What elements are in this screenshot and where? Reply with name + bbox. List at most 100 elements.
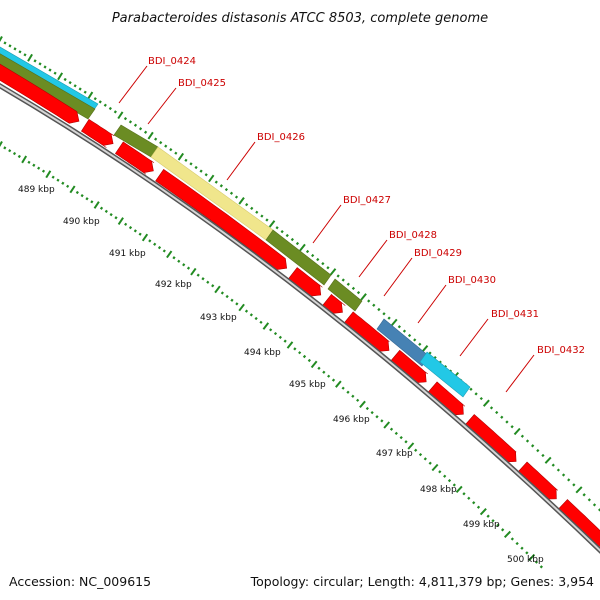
- outer-scale-minor-dot: [505, 420, 509, 424]
- inner-scale-major-tick: [238, 303, 245, 312]
- inner-scale-minor-dot: [278, 335, 282, 339]
- inner-scale-minor-dot: [438, 470, 442, 474]
- gene-label-BDI_0429[interactable]: BDI_0429: [414, 248, 462, 259]
- outer-scale-minor-dot: [469, 387, 473, 391]
- outer-scale-minor-dot: [495, 410, 499, 415]
- inner-scale-major-tick: [383, 421, 391, 429]
- gene-label-BDI_0427[interactable]: BDI_0427: [343, 195, 391, 206]
- gene-label-BDI_0425[interactable]: BDI_0425: [178, 78, 226, 89]
- outer-scale-minor-dot: [138, 127, 143, 131]
- outer-scale-minor-dot: [351, 286, 356, 291]
- outer-scale-minor-dot: [397, 325, 401, 329]
- inner-scale-minor-dot: [61, 181, 65, 185]
- outer-scale-major-tick: [360, 293, 367, 301]
- outer-scale-minor-dot: [174, 151, 178, 155]
- cds-arrow-4: [155, 168, 288, 270]
- feature-track: [0, 46, 471, 398]
- inner-scale-minor-dot: [17, 154, 21, 159]
- inner-scale-minor-dot: [249, 313, 253, 317]
- inner-scale-minor-dot: [322, 370, 326, 374]
- inner-scale-major-tick: [286, 341, 294, 349]
- leader-line-0426: [226, 141, 256, 181]
- outer-scale-minor-dot: [295, 241, 300, 246]
- gene-feature-cyan-2: [419, 351, 471, 398]
- inner-scale-minor-dot: [365, 406, 369, 411]
- inner-scale-major-tick: [335, 380, 342, 388]
- inner-scale-minor-dot: [370, 410, 374, 415]
- inner-scale-minor-dot: [341, 386, 345, 390]
- outer-scale-major-tick: [513, 427, 521, 436]
- outer-scale-minor-dot: [53, 71, 57, 75]
- inner-scale-minor-dot: [317, 366, 321, 370]
- outer-scale-minor-dot: [377, 307, 381, 312]
- gene-label-BDI_0428[interactable]: BDI_0428: [389, 230, 437, 241]
- inner-scale-minor-dot: [380, 419, 384, 423]
- leader-line-0424: [118, 65, 148, 104]
- outer-scale-minor-dot: [592, 503, 597, 507]
- outer-scale-minor-dot: [520, 434, 525, 438]
- gene-label-BDI_0430[interactable]: BDI_0430: [448, 275, 496, 286]
- inner-scale-major-tick: [310, 360, 318, 369]
- outer-scale-major-tick: [544, 456, 552, 464]
- outer-scale-minor-dot: [214, 180, 218, 184]
- outer-scale-major-tick: [208, 174, 215, 183]
- outer-scale-minor-dot: [541, 453, 545, 458]
- inner-scale-minor-dot: [235, 302, 239, 306]
- outer-scale-minor-dot: [128, 120, 133, 124]
- outer-scale-minor-dot: [159, 140, 163, 145]
- inner-scale-minor-dot: [124, 222, 128, 226]
- inner-scale-major-tick: [166, 250, 173, 259]
- outer-scale-minor-dot: [285, 233, 289, 238]
- gene-feature-olive-1: [0, 53, 96, 120]
- outer-scale-minor-dot: [133, 123, 138, 127]
- inner-scale-minor-dot: [570, 595, 572, 597]
- outer-scale-minor-dot: [33, 59, 37, 63]
- outer-scale-minor-dot: [245, 202, 249, 207]
- inner-scale-minor-dot: [8, 149, 12, 153]
- inner-scale-minor-dot: [515, 541, 519, 546]
- tick-label-492: 492 kbp: [155, 280, 192, 290]
- outer-scale-minor-dot: [525, 439, 530, 443]
- outer-scale-minor-dot: [43, 65, 47, 69]
- outer-scale-minor-dot: [73, 84, 77, 88]
- outer-scale-minor-dot: [402, 329, 407, 333]
- inner-scale-minor-dot: [486, 514, 490, 518]
- cds-arrow-12: [557, 499, 600, 548]
- outer-scale-minor-dot: [3, 41, 7, 45]
- inner-scale-minor-dot: [211, 284, 215, 288]
- inner-scale-major-tick: [93, 201, 100, 209]
- inner-scale-minor-dot: [66, 184, 70, 188]
- outer-scale-minor-dot: [500, 415, 504, 419]
- outer-scale-minor-dot: [418, 342, 422, 346]
- inner-scale-minor-dot: [534, 560, 539, 564]
- gene-labels: BDI_0424 BDI_0425 BDI_0426 BDI_0427 BDI_…: [118, 56, 585, 393]
- cds-track: [0, 63, 600, 548]
- gene-label-BDI_0426[interactable]: BDI_0426: [257, 132, 305, 143]
- gene-label-BDI_0424[interactable]: BDI_0424: [148, 56, 196, 67]
- tick-label-500: 500 kbp: [507, 555, 544, 565]
- inner-scale-minor-dot: [356, 398, 360, 402]
- outer-scale-minor-dot: [407, 333, 412, 338]
- outer-scale-minor-dot: [103, 103, 107, 107]
- outer-scale-major-tick: [390, 318, 398, 327]
- inner-scale-minor-dot: [128, 225, 133, 230]
- outer-scale-minor-dot: [510, 425, 514, 429]
- inner-scale-minor-dot: [32, 163, 36, 167]
- backbone: [0, 82, 600, 554]
- inner-scale-minor-dot: [293, 347, 297, 351]
- inner-scale-minor-dot: [153, 242, 157, 246]
- cds-arrow-10: [464, 414, 517, 463]
- inner-scale-minor-dot: [90, 200, 94, 204]
- outer-scale-minor-dot: [341, 278, 345, 282]
- inner-scale-minor-dot: [546, 569, 547, 570]
- inner-scale-minor-dot: [220, 291, 224, 295]
- inner-scale-major-tick: [262, 322, 270, 330]
- inner-dotted-scale: [0, 141, 572, 597]
- gene-label-BDI_0431[interactable]: BDI_0431: [491, 309, 539, 320]
- inner-scale-major-tick: [455, 485, 463, 493]
- outer-scale-minor-dot: [13, 47, 17, 51]
- inner-scale-minor-dot: [51, 175, 55, 179]
- inner-scale-minor-dot: [186, 266, 191, 270]
- outer-scale-minor-dot: [229, 191, 234, 195]
- gene-label-BDI_0432[interactable]: BDI_0432: [537, 345, 585, 356]
